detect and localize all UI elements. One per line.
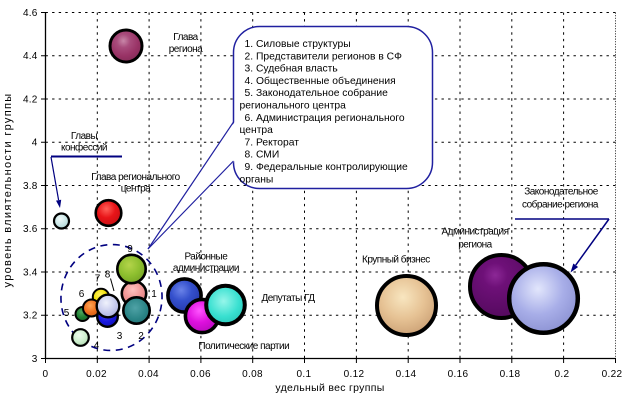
svg-text:3.2: 3.2 <box>23 311 38 322</box>
svg-text:0.12: 0.12 <box>344 369 365 380</box>
svg-text:0.02: 0.02 <box>86 369 107 380</box>
svg-text:0.08: 0.08 <box>242 369 263 380</box>
svg-text:5. Законодательное собрание: 5. Законодательное собрание <box>245 87 389 99</box>
svg-text:регионального центра: регионального центра <box>240 101 347 112</box>
svg-text:4.6: 4.6 <box>23 8 38 19</box>
svg-text:4.4: 4.4 <box>23 51 38 62</box>
svg-text:6. Администрация регионального: 6. Администрация регионального <box>245 113 405 124</box>
svg-text:0.14: 0.14 <box>396 369 417 380</box>
svg-text:собрание региона: собрание региона <box>522 198 599 210</box>
svg-text:7: 7 <box>95 274 101 285</box>
svg-text:3. Судебная власть: 3. Судебная власть <box>245 63 338 75</box>
svg-text:0.06: 0.06 <box>190 369 211 380</box>
svg-text:0.16: 0.16 <box>448 369 469 380</box>
svg-text:администрации: администрации <box>173 263 239 274</box>
svg-text:конфессий: конфессий <box>61 142 107 154</box>
svg-text:Глава регионального: Глава регионального <box>91 172 180 183</box>
svg-text:0.04: 0.04 <box>138 369 159 380</box>
svg-text:уровень влиятельности группы: уровень влиятельности группы <box>2 93 14 288</box>
svg-text:центра: центра <box>240 125 274 136</box>
svg-text:1. Силовые структуры: 1. Силовые структуры <box>245 39 351 50</box>
svg-text:3.4: 3.4 <box>23 268 38 279</box>
svg-text:0.1: 0.1 <box>297 369 312 380</box>
svg-text:2: 2 <box>138 331 144 342</box>
svg-text:2. Представители регионов в СФ: 2. Представители регионов в СФ <box>245 51 403 62</box>
svg-text:4.2: 4.2 <box>23 95 38 106</box>
svg-text:0: 0 <box>43 369 49 380</box>
svg-text:Районные: Районные <box>184 251 228 262</box>
svg-text:органы: органы <box>240 174 274 185</box>
svg-text:8. СМИ: 8. СМИ <box>245 150 280 161</box>
svg-text:центра: центра <box>121 184 151 195</box>
svg-text:Глава: Глава <box>173 32 198 43</box>
svg-text:7. Ректорат: 7. Ректорат <box>245 137 300 148</box>
svg-text:9: 9 <box>127 244 133 255</box>
svg-text:0.18: 0.18 <box>500 369 521 380</box>
svg-text:Главы: Главы <box>71 131 98 142</box>
svg-text:Законодательное: Законодательное <box>524 186 599 197</box>
svg-text:Администрация: Администрация <box>441 226 508 237</box>
svg-text:3.8: 3.8 <box>23 181 38 192</box>
svg-text:3: 3 <box>32 354 38 365</box>
svg-text:5: 5 <box>64 308 70 319</box>
svg-text:Крупный бизнес: Крупный бизнес <box>362 253 430 265</box>
svg-text:4: 4 <box>32 138 38 149</box>
svg-text:Депутаты ГД: Депутаты ГД <box>261 293 315 304</box>
svg-text:9. Федеральные контролирующие: 9. Федеральные контролирующие <box>245 162 408 173</box>
svg-text:0.22: 0.22 <box>602 369 623 380</box>
svg-text:4: 4 <box>94 341 100 352</box>
svg-text:4. Общественные объединения: 4. Общественные объединения <box>245 75 396 87</box>
svg-text:3.6: 3.6 <box>23 224 38 235</box>
svg-text:1: 1 <box>151 289 157 300</box>
svg-text:Политические партии: Политические партии <box>198 341 289 352</box>
svg-text:удельный вес группы: удельный вес группы <box>275 382 384 394</box>
svg-text:6: 6 <box>79 289 85 300</box>
svg-text:0.2: 0.2 <box>555 369 570 380</box>
svg-text:3: 3 <box>117 331 123 342</box>
svg-text:региона: региона <box>169 44 203 55</box>
svg-text:региона: региона <box>458 240 492 251</box>
svg-text:8: 8 <box>105 270 111 281</box>
